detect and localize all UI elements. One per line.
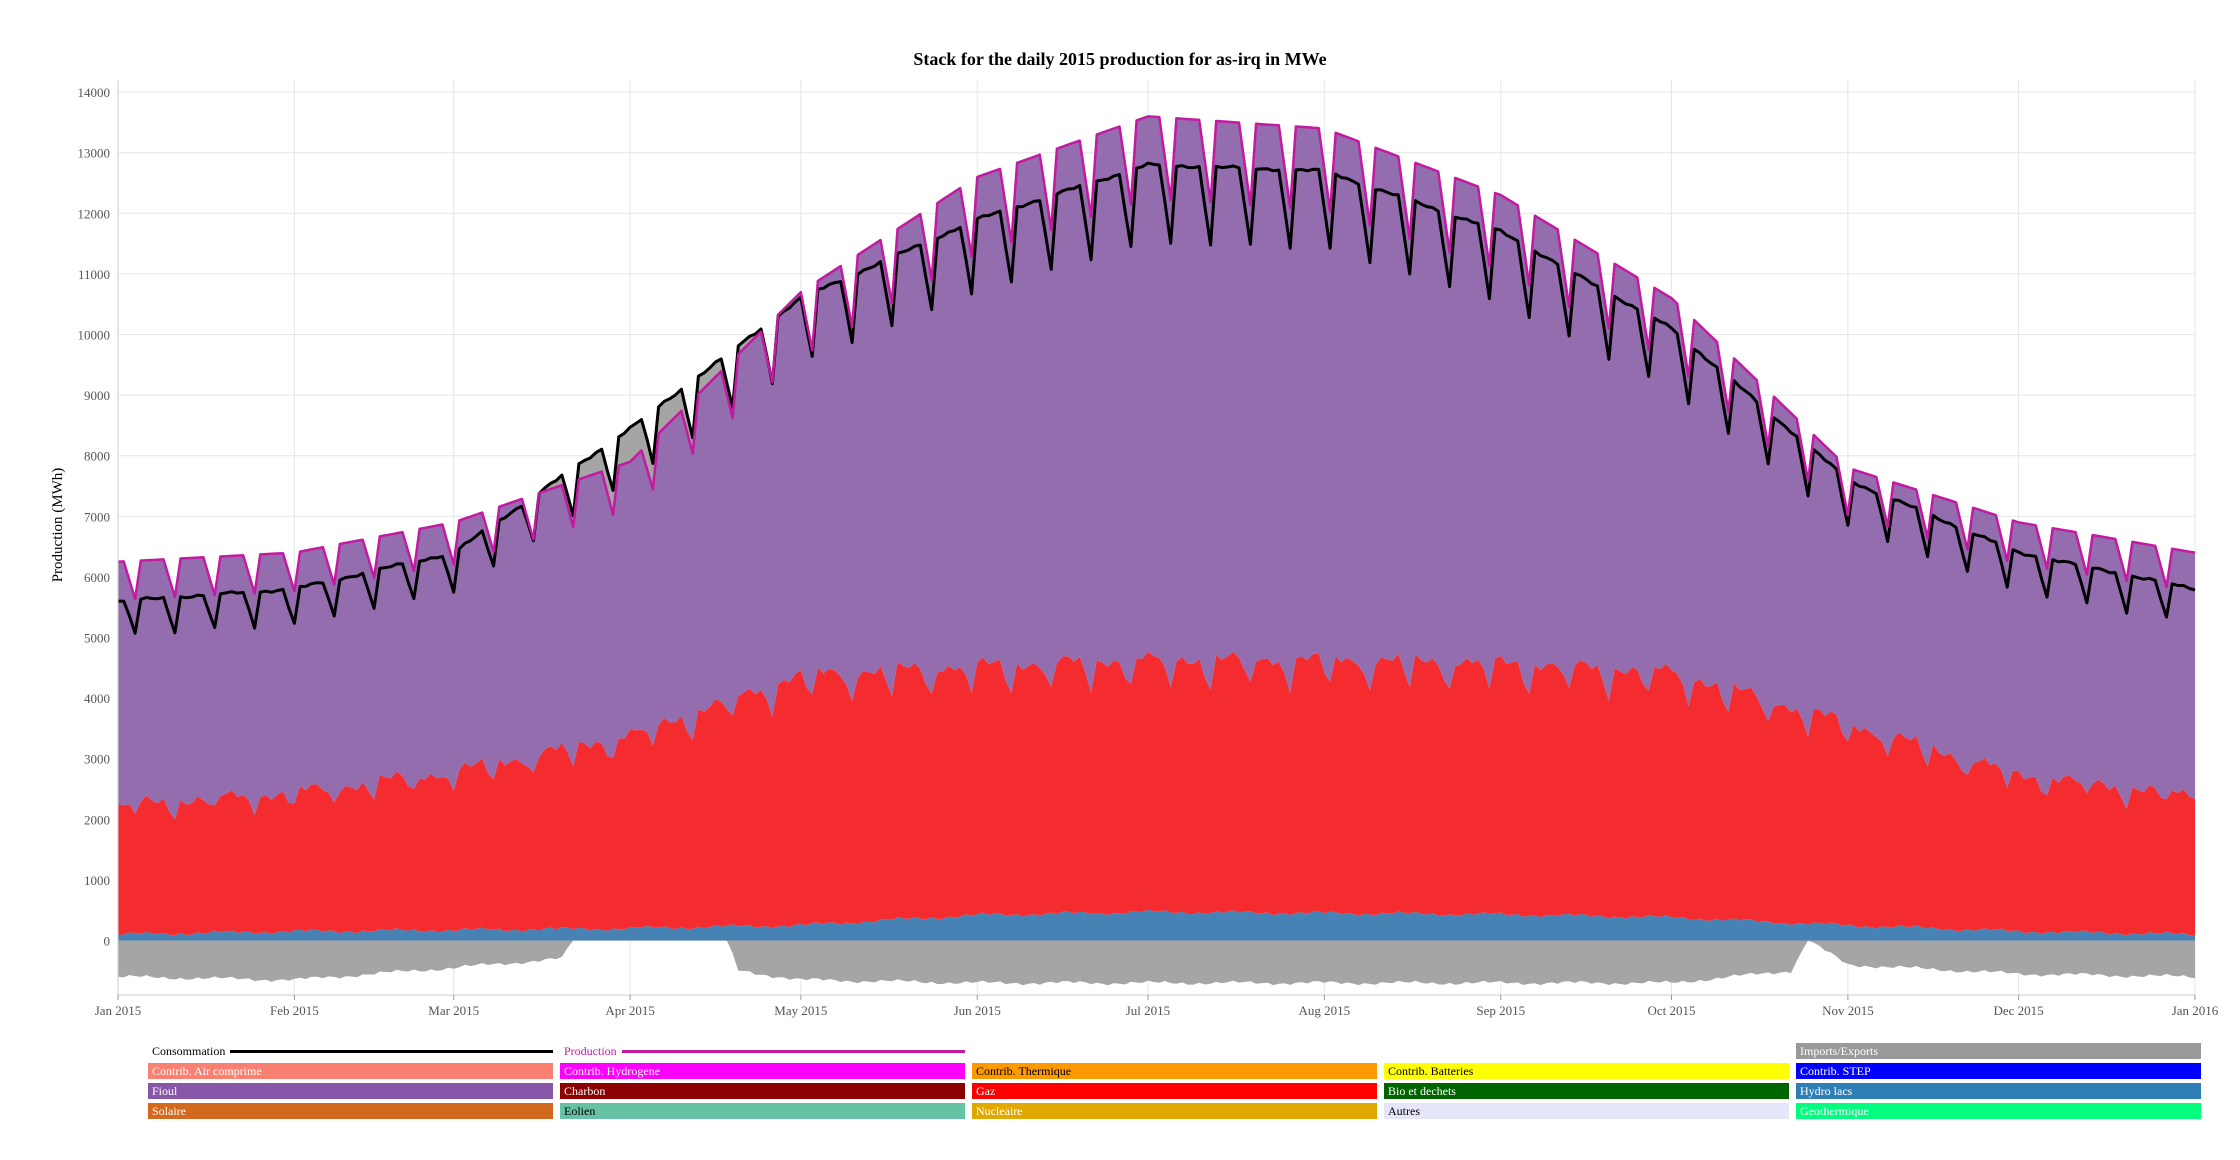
- legend-item-contrib-step[interactable]: Contrib. STEP: [1796, 1063, 2201, 1079]
- legend-line-label-consommation: Consommation: [152, 1044, 226, 1058]
- x-tick-label: Jul 2015: [1126, 1003, 1170, 1018]
- x-tick-label: Apr 2015: [605, 1003, 654, 1018]
- legend-item-contrib-thermique[interactable]: Contrib. Thermique: [972, 1063, 1377, 1079]
- legend-item-solaire[interactable]: Solaire: [148, 1103, 553, 1119]
- legend-item-contrib-hydrogene[interactable]: Contrib. Hydrogene: [560, 1063, 965, 1079]
- legend-line-swatch-consommation: [230, 1050, 553, 1053]
- x-tick-label: Feb 2015: [270, 1003, 319, 1018]
- y-tick-label: 5000: [84, 630, 110, 645]
- line-production: [117, 115, 2196, 601]
- legend-item-hydro-lacs[interactable]: Hydro lacs: [1796, 1083, 2201, 1099]
- x-tick-label: Jan 2016: [2172, 1003, 2219, 1018]
- legend-item-nucleaire[interactable]: Nucleaire: [972, 1103, 1377, 1119]
- x-tick-label: Mar 2015: [428, 1003, 479, 1018]
- y-tick-label: 1000: [84, 873, 110, 888]
- y-tick-label: 7000: [84, 509, 110, 524]
- y-tick-label: 14000: [78, 85, 111, 100]
- y-tick-label: 13000: [78, 146, 111, 161]
- legend-item-gaz[interactable]: Gaz: [972, 1083, 1377, 1099]
- chart-title: Stack for the daily 2015 production for …: [913, 49, 1326, 69]
- y-tick-label: 9000: [84, 388, 110, 403]
- legend-item-charbon[interactable]: Charbon: [560, 1083, 965, 1099]
- y-tick-label: 4000: [84, 691, 110, 706]
- y-tick-label: 6000: [84, 570, 110, 585]
- x-tick-label: Sep 2015: [1476, 1003, 1525, 1018]
- y-tick-label: 3000: [84, 752, 110, 767]
- legend-item-imports-exports[interactable]: Imports/Exports: [1796, 1043, 2201, 1059]
- y-tick-label: 8000: [84, 449, 110, 464]
- y-tick-label: 10000: [78, 328, 111, 343]
- y-tick-label: 11000: [78, 267, 110, 282]
- y-axis-label: Production (MWh): [50, 468, 66, 583]
- x-tick-label: Dec 2015: [1994, 1003, 2044, 1018]
- legend-item-geothermique[interactable]: Geothermique: [1796, 1103, 2201, 1119]
- line-consommation: [118, 161, 2196, 635]
- area-fioul: [118, 116, 2195, 820]
- x-tick-label: Nov 2015: [1822, 1003, 1874, 1018]
- area-gaz: [118, 651, 2195, 936]
- area-imports-exports: [118, 940, 2195, 986]
- legend-item-autres[interactable]: Autres: [1384, 1103, 1789, 1119]
- x-tick-label: Jun 2015: [954, 1003, 1001, 1018]
- legend-line-swatch-production: [622, 1050, 965, 1053]
- total-lines: [117, 115, 2196, 635]
- y-tick-label: 0: [104, 933, 111, 948]
- legend-item-contrib-batteries[interactable]: Contrib. Batteries: [1384, 1063, 1789, 1079]
- x-tick-label: May 2015: [774, 1003, 827, 1018]
- y-tick-label: 12000: [78, 206, 111, 221]
- axes: 0 1000 2000 3000 4000 5000 6000 7000 8000 9000 100…: [78, 80, 2219, 1018]
- x-tick-label: Aug 2015: [1299, 1003, 1351, 1018]
- legend-item-fioul[interactable]: Fioul: [148, 1083, 553, 1099]
- legend-item-bio-et-dechets[interactable]: Bio et dechets: [1384, 1083, 1789, 1099]
- legend-item-contrib-air-comprime[interactable]: Contrib. Air comprime: [148, 1063, 553, 1079]
- area-hydro-lacs: [118, 909, 2195, 941]
- legend-line-label-production: Production: [564, 1044, 617, 1058]
- y-tick-label: 2000: [84, 812, 110, 827]
- x-tick-label: Jan 2015: [95, 1003, 142, 1018]
- x-tick-label: Oct 2015: [1647, 1003, 1695, 1018]
- stacked-areas: [118, 116, 2195, 986]
- legend-item-eolien[interactable]: Eolien: [560, 1103, 965, 1119]
